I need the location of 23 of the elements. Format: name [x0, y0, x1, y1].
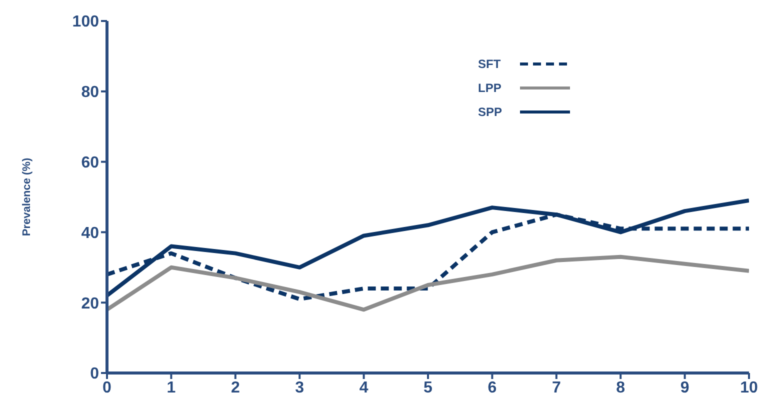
- y-tick-label: 20: [81, 295, 100, 312]
- legend-label: LPP: [478, 81, 502, 95]
- x-tick-label: 10: [740, 379, 758, 396]
- x-tick-label: 1: [166, 379, 176, 396]
- y-tick-label: 100: [72, 14, 100, 31]
- y-tick-label: 40: [81, 224, 100, 242]
- x-tick-label: 8: [616, 379, 626, 396]
- y-tick-label: 80: [81, 84, 100, 102]
- x-tick-label: 5: [424, 379, 433, 396]
- x-tick-label: 2: [230, 379, 240, 396]
- x-tick-label: 7: [552, 379, 561, 396]
- legend-label: SPP: [478, 105, 504, 119]
- y-tick-label: 60: [81, 154, 100, 172]
- x-tick-label: 6: [488, 379, 497, 396]
- legend-label: SFT: [478, 57, 502, 71]
- line-series: [107, 254, 749, 312]
- x-tick-label: 4: [359, 379, 368, 396]
- y-axis-title: Prevalence (%): [20, 158, 33, 236]
- x-tick-label: 3: [295, 379, 304, 396]
- x-tick-label: 0: [102, 379, 112, 396]
- line-series: [107, 198, 749, 298]
- x-tick-label: 9: [680, 379, 690, 396]
- y-tick-label: 0: [90, 366, 100, 383]
